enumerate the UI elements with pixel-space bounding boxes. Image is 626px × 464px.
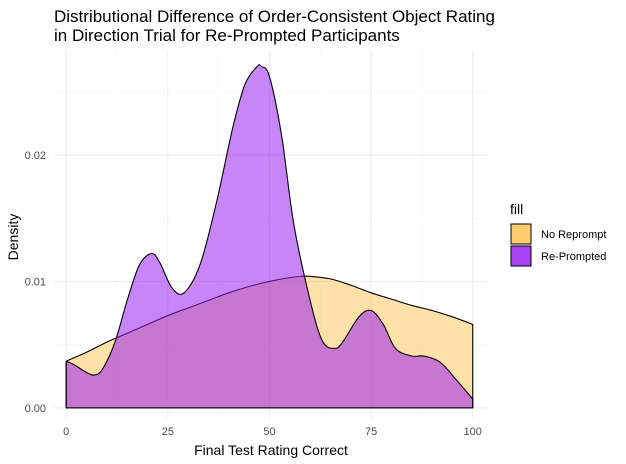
x-tick-label: 100	[464, 426, 482, 438]
legend-items: No Reprompt Re-Prompted	[510, 223, 606, 267]
chart-title: Distributional Difference of Order-Consi…	[54, 7, 495, 45]
x-axis-title: Final Test Rating Correct	[194, 442, 348, 458]
density-areas	[65, 64, 474, 409]
y-tick-label: 0.02	[25, 150, 46, 162]
x-tick-label: 50	[263, 426, 275, 438]
legend-swatch-no-reprompt	[510, 223, 532, 245]
y-axis-title: Density	[5, 214, 21, 261]
x-tick-label: 25	[162, 426, 174, 438]
y-tick-label: 0.01	[25, 276, 46, 288]
density-area-re-prompted	[65, 64, 474, 409]
legend-swatch-re-prompted	[510, 245, 532, 267]
y-tick-label: 0.00	[25, 403, 46, 415]
legend: fill No Reprompt Re-Prompted	[510, 201, 606, 267]
legend-title: fill	[510, 201, 523, 217]
chart-title-line-1: Distributional Difference of Order-Consi…	[54, 7, 495, 26]
x-tick-label: 75	[365, 426, 377, 438]
legend-label-no-reprompt: No Reprompt	[541, 229, 606, 241]
chart-title-line-2: in Direction Trial for Re-Prompted Parti…	[54, 26, 400, 45]
legend-label-re-prompted: Re-Prompted	[541, 251, 606, 263]
x-tick-label: 0	[63, 426, 69, 438]
axis-ticks: 0 25 50 75 100 0.00 0.01 0.02	[25, 150, 482, 438]
